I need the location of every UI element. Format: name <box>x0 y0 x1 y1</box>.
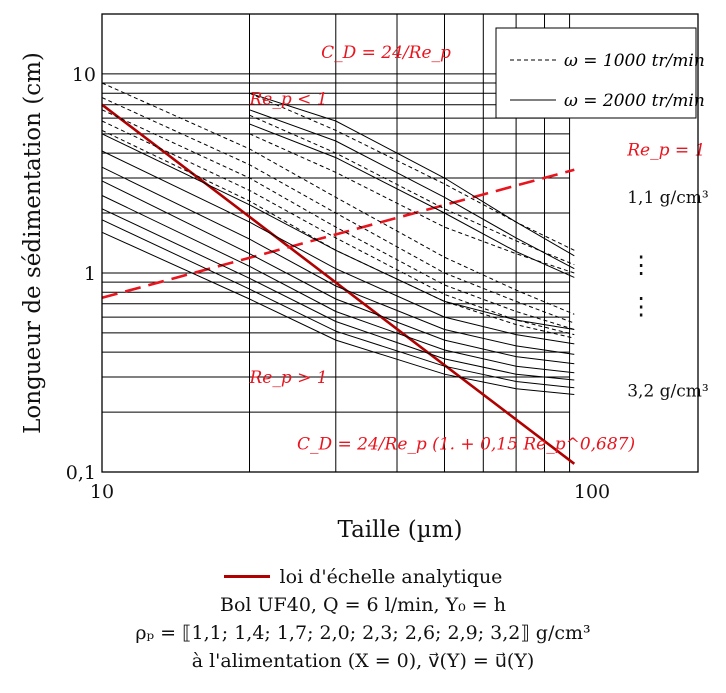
curve-dashed <box>101 120 575 336</box>
legend-box <box>495 27 697 119</box>
legend-entry-1000: ω = 1000 tr/min <box>564 51 705 71</box>
curve-dashed <box>249 92 575 251</box>
curve-solid <box>101 166 575 355</box>
annotation: Re_p = 1 <box>626 140 705 160</box>
series-layer <box>101 82 576 465</box>
annotation: C_D = 24/Re_p <box>321 43 451 63</box>
plot-frame <box>101 13 699 473</box>
caption-line-2: ρₚ = ⟦1,1; 1,4; 1,7; 2,0; 2,3; 2,6; 2,9;… <box>135 622 591 644</box>
curve-solid <box>101 133 575 330</box>
analytic-law-swatch <box>223 574 270 578</box>
y-axis-title: Longueur de sédimentation (cm) <box>20 52 46 434</box>
curve-dashed <box>101 97 575 324</box>
sedimentation-chart: C_D = 24/Re_p Re_p < 1 Re_p = 1 1,1 g/cm³ ⋮ ⋮… <box>20 13 709 543</box>
curve-solid <box>249 109 575 270</box>
x-axis-title: Taille (µm) <box>338 517 463 543</box>
annotation: Re_p > 1 <box>249 368 328 388</box>
analytic-law-label: loi d'échelle analytique <box>279 566 503 588</box>
annotation: 1,1 g/cm³ <box>627 188 709 208</box>
curve-dashed <box>249 114 575 266</box>
annotation: 3,2 g/cm³ <box>627 381 709 401</box>
curve-solid <box>101 150 575 345</box>
y-tick-label: 1 <box>84 263 96 285</box>
rep-equals-1-line <box>101 168 575 300</box>
curve-solid <box>101 219 575 389</box>
curve-dashed <box>249 133 575 274</box>
caption-line-3: à l'alimentation (X = 0), v⃗(Y) = u⃗(Y) <box>191 650 535 672</box>
tick-labels: 10 100 0,1 1 10 <box>66 64 610 503</box>
curve-solid <box>249 123 575 278</box>
x-tick-label: 100 <box>574 481 610 503</box>
annotation: C_D = 24/Re_p (1. + 0,15 Re_p^0,687) <box>297 434 635 454</box>
y-tick-label: 10 <box>72 64 96 86</box>
curve-solid <box>249 92 575 257</box>
legend: ω = 1000 tr/min ω = 2000 tr/min <box>495 27 705 119</box>
x-tick-label: 10 <box>90 481 114 503</box>
legend-entry-2000: ω = 2000 tr/min <box>564 91 705 111</box>
annotation: ⋮ <box>629 251 653 279</box>
curve-solid <box>101 195 575 374</box>
curve-dashed <box>101 109 575 330</box>
curve-dashed <box>101 82 575 315</box>
curve-solid <box>101 208 575 381</box>
curve-solid <box>101 180 575 365</box>
annotation-layer: C_D = 24/Re_p Re_p < 1 Re_p = 1 1,1 g/cm³ ⋮ ⋮… <box>249 43 709 454</box>
analytic-law-legend: loi d'échelle analytique <box>0 566 726 588</box>
annotation: Re_p < 1 <box>249 90 328 110</box>
analytic-law-line <box>101 103 576 465</box>
grid <box>102 13 571 472</box>
curve-solid <box>101 231 575 395</box>
y-tick-label: 0,1 <box>66 462 96 484</box>
caption-line-1: Bol UF40, Q = 6 l/min, Y₀ = h <box>220 594 506 616</box>
annotation: ⋮ <box>629 292 653 320</box>
